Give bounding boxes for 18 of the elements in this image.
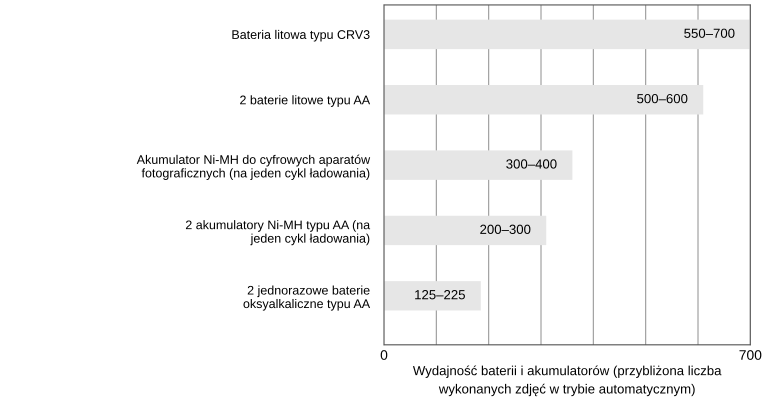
bar — [384, 150, 572, 180]
y-tick-label: Bateria litowa typu CRV3 — [232, 30, 370, 42]
bar — [384, 216, 546, 246]
bar — [384, 85, 704, 114]
data-label: 500–600 — [637, 94, 688, 104]
x-tick-label: 0 — [380, 350, 388, 360]
y-tick-label: 2 akumulatory Ni-MH typu AA (na jeden cykl ładowania) — [186, 220, 370, 246]
y-tick-label: 2 baterie litowe typu AA — [240, 95, 370, 107]
x-tick-label: 700 — [739, 350, 762, 360]
data-label: 200–300 — [480, 224, 530, 234]
bar — [384, 20, 750, 50]
data-label: 125–225 — [415, 290, 465, 300]
bar — [384, 281, 481, 311]
data-label: 300–400 — [506, 159, 557, 169]
y-tick-label: Akumulator Ni-MH do cyfrowych aparatów fotograficznych (na jeden cykl ładowania) — [136, 154, 370, 180]
data-label: 550–700 — [684, 28, 735, 38]
y-tick-label: 2 jednorazowe baterie oksyalkaliczne typu AA — [243, 285, 370, 311]
x-axis-title: Wydajność baterii i akumulatorów (przybliżona liczba wykonanych zdjęć w trybie automatycznym) — [412, 365, 722, 396]
